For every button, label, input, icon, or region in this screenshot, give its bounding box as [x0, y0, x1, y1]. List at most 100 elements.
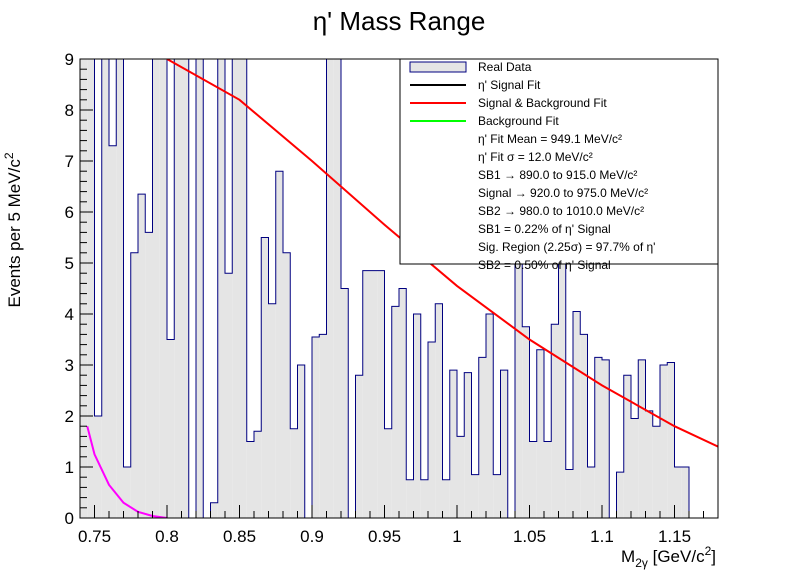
histogram-bin — [312, 336, 320, 518]
histogram-bin — [275, 171, 283, 518]
legend-note: SB1 = 0.22% of η' Signal — [478, 222, 611, 236]
y-tick-label: 8 — [65, 101, 74, 120]
histogram-bin — [94, 416, 102, 518]
histogram-bin — [623, 375, 631, 518]
legend-note: SB2 → 980.0 to 1010.0 MeV/c² — [478, 204, 644, 218]
histogram-bin — [225, 273, 233, 518]
histogram-bin — [645, 410, 653, 518]
histogram-bin — [551, 324, 559, 518]
histogram-bin — [130, 252, 138, 518]
histogram-bin — [428, 342, 436, 518]
histogram — [80, 59, 690, 518]
histogram-bin — [399, 288, 407, 518]
x-tick-label: 1.15 — [658, 527, 691, 546]
histogram-bin — [384, 428, 392, 518]
legend-note: Sig. Region (2.25σ) = 97.7% of η' — [478, 240, 655, 254]
fit-curve-2 — [166, 59, 718, 448]
histogram-bin — [355, 375, 363, 518]
histogram-bin — [594, 357, 602, 518]
histogram-bin — [254, 431, 262, 518]
histogram-bin — [341, 288, 349, 518]
chart-title: η' Mass Range — [313, 6, 486, 36]
histogram-bin — [391, 306, 399, 518]
histogram-bin — [565, 469, 573, 518]
histogram-bin — [464, 372, 472, 518]
histogram-bin — [420, 479, 428, 518]
histogram-bin — [297, 365, 305, 518]
histogram-bin — [326, 59, 334, 518]
histogram-bin — [80, 59, 88, 518]
histogram-bin — [109, 145, 117, 518]
histogram-bin — [333, 59, 341, 518]
y-tick-label: 4 — [65, 305, 74, 324]
histogram-bin — [471, 474, 479, 518]
x-axis: 0.75 0.8 0.85 0.9 0.95 1 1.05 1.1 1.15 — [78, 505, 719, 546]
histogram-bin — [413, 314, 421, 518]
histogram-bin — [616, 472, 624, 518]
x-tick-label: 0.85 — [223, 527, 256, 546]
histogram-bin — [602, 359, 610, 518]
histogram-bin — [442, 479, 450, 518]
histogram-bin — [290, 428, 298, 518]
histogram-bin — [87, 59, 95, 518]
histogram-bin — [239, 59, 247, 518]
histogram-bin — [123, 467, 131, 518]
histogram-bin — [268, 303, 276, 518]
histogram-bin — [667, 362, 675, 518]
histogram-bin — [181, 59, 189, 518]
histogram-bin — [457, 436, 465, 518]
x-tick-label: 1.05 — [513, 527, 546, 546]
histogram-bin — [116, 59, 124, 518]
histogram-bin — [261, 237, 269, 518]
histogram-bin — [500, 370, 508, 518]
histogram-bin — [544, 441, 552, 518]
histogram-bin — [362, 270, 370, 518]
histogram-bin — [246, 441, 254, 518]
legend-note: η' Fit Mean = 949.1 MeV/c² — [478, 132, 622, 146]
histogram-bin — [406, 479, 414, 518]
histogram-bin — [217, 59, 225, 518]
y-tick-label: 1 — [65, 458, 74, 477]
y-tick-label: 5 — [65, 254, 74, 273]
histogram-bin — [435, 303, 443, 518]
histogram-bin — [529, 441, 537, 518]
histogram-bin — [522, 326, 530, 518]
x-tick-label: 0.9 — [300, 527, 324, 546]
histogram-bin — [573, 311, 581, 518]
legend-note: SB1 → 890.0 to 915.0 MeV/c² — [478, 168, 637, 182]
legend-entry: Signal & Background Fit — [478, 96, 607, 110]
x-tick-label: 1.1 — [590, 527, 614, 546]
histogram-bin — [449, 370, 457, 518]
histogram-bin — [232, 59, 240, 518]
histogram-bin — [558, 59, 566, 518]
histogram-bin — [159, 59, 167, 518]
y-axis: 0 1 2 3 4 5 6 7 8 9 — [65, 50, 93, 528]
histogram-bin — [377, 270, 385, 518]
x-tick-label: 1 — [452, 527, 461, 546]
histogram-bin — [536, 349, 544, 518]
y-tick-label: 9 — [65, 50, 74, 69]
y-tick-label: 0 — [65, 509, 74, 528]
histogram-bin — [370, 270, 378, 518]
histogram-bin — [145, 232, 153, 518]
histogram-bin — [486, 314, 494, 518]
y-tick-label: 2 — [65, 407, 74, 426]
histogram-bin — [152, 59, 160, 518]
legend-note: SB2 = 0.50% of η' Signal — [478, 258, 611, 272]
histogram-bin — [587, 467, 595, 518]
legend-swatch-real-data — [409, 61, 467, 73]
histogram-bin — [660, 365, 668, 518]
legend: Real Data η' Signal Fit Signal & Backgroun… — [399, 58, 719, 272]
legend-entry: Background Fit — [478, 114, 559, 128]
histogram-bin — [515, 59, 523, 518]
histogram-bin — [138, 194, 146, 518]
x-tick-label: 0.75 — [78, 527, 111, 546]
y-tick-label: 6 — [65, 203, 74, 222]
histogram-bin — [167, 339, 175, 518]
legend-entry: Real Data — [478, 60, 532, 74]
histogram-bin — [652, 426, 660, 518]
y-tick-label: 3 — [65, 356, 74, 375]
histogram-bin — [478, 357, 486, 518]
histogram-bin — [580, 334, 588, 518]
